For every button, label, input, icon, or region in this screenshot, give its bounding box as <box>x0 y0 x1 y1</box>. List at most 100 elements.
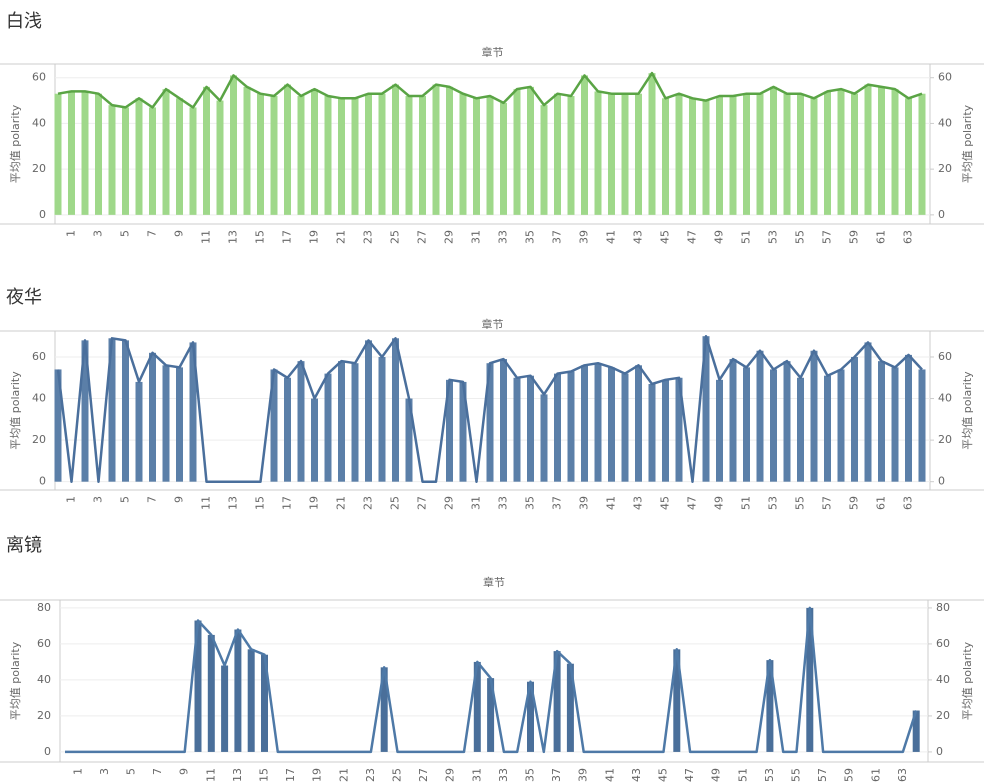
x-tick-label: 55 <box>790 768 803 782</box>
y-tick-label: 60 <box>32 71 46 84</box>
x-tick-label: 63 <box>902 496 915 510</box>
bar <box>635 365 642 482</box>
bar <box>284 377 291 482</box>
bar <box>207 634 215 752</box>
x-axis-title: 章节 <box>483 575 505 589</box>
line <box>56 334 923 483</box>
x-tick-label: 51 <box>740 230 753 244</box>
y2-tick-label: 60 <box>938 71 952 84</box>
bar <box>338 361 345 482</box>
bar <box>918 93 926 215</box>
x-tick-label: 55 <box>794 496 807 510</box>
x-tick-label: 19 <box>311 768 324 782</box>
bar <box>54 369 62 482</box>
bar <box>189 107 197 215</box>
x-tick-label: 17 <box>284 768 297 782</box>
y2-tick-label: 40 <box>936 673 950 686</box>
bar <box>311 398 318 482</box>
x-tick-label: 23 <box>362 230 375 244</box>
x-tick-label: 39 <box>578 496 591 510</box>
y2-tick-label: 60 <box>938 350 952 363</box>
x-tick-label: 17 <box>281 230 294 244</box>
x-tick-label: 63 <box>902 230 915 244</box>
y-tick-label: 60 <box>37 637 51 650</box>
bar <box>297 96 305 215</box>
bar <box>527 86 534 215</box>
x-tick-label: 53 <box>767 230 780 244</box>
bar <box>257 93 264 215</box>
bar <box>567 371 575 482</box>
x-tick-label: 23 <box>364 768 377 782</box>
bar <box>806 607 814 752</box>
bar <box>122 107 129 215</box>
y2-axis-title: 平均值 polarity <box>961 641 974 720</box>
bar <box>527 375 534 482</box>
bar <box>675 377 683 482</box>
bar <box>554 373 561 482</box>
bar <box>702 336 710 482</box>
bar <box>770 369 777 482</box>
x-tick-label: 39 <box>577 768 590 782</box>
x-tick-label: 3 <box>92 496 105 503</box>
x-tick-label: 13 <box>227 496 240 510</box>
bar <box>540 105 548 215</box>
y-axis-title: 平均值 polarity <box>9 104 22 183</box>
bar <box>729 359 737 482</box>
x-tick-label: 37 <box>551 496 564 510</box>
x-tick-label: 25 <box>389 496 402 510</box>
bar <box>162 365 170 482</box>
x-tick-label: 53 <box>763 768 776 782</box>
x-tick-label: 61 <box>875 496 888 510</box>
x-tick-label: 1 <box>65 496 78 503</box>
x-tick-label: 39 <box>578 230 591 244</box>
bar <box>351 363 359 482</box>
bar <box>513 89 521 215</box>
bar <box>553 651 561 752</box>
bar <box>378 93 386 215</box>
y-tick-label: 20 <box>37 709 51 722</box>
x-tick-label: 47 <box>686 496 699 510</box>
bar <box>392 338 399 482</box>
bar <box>743 367 750 482</box>
bar <box>270 96 278 215</box>
x-tick-label: 3 <box>92 230 105 237</box>
y2-tick-label: 0 <box>936 745 943 758</box>
x-tick-label: 27 <box>416 496 429 510</box>
y2-axis-title: 平均值 polarity <box>961 371 974 450</box>
x-tick-label: 51 <box>740 496 753 510</box>
bar <box>486 96 494 215</box>
bar <box>135 98 143 215</box>
y-tick-label: 20 <box>32 162 46 175</box>
x-tick-label: 37 <box>550 768 563 782</box>
x-tick-label: 25 <box>389 230 402 244</box>
x-tick-label: 57 <box>821 496 834 510</box>
bar <box>527 681 534 752</box>
y2-tick-label: 40 <box>938 392 952 405</box>
bar <box>81 91 89 215</box>
bar <box>270 369 278 482</box>
bar <box>864 84 872 215</box>
x-tick-label: 61 <box>875 230 888 244</box>
bar <box>351 98 359 215</box>
y2-tick-label: 20 <box>938 162 952 175</box>
x-tick-label: 9 <box>178 768 191 775</box>
bar <box>459 381 467 482</box>
x-tick-label: 3 <box>98 768 111 775</box>
x-tick-label: 15 <box>254 496 267 510</box>
x-tick-label: 29 <box>443 230 456 244</box>
x-tick-label: 51 <box>736 768 749 782</box>
x-tick-label: 35 <box>524 230 537 244</box>
bar <box>405 398 413 482</box>
bar <box>513 377 521 482</box>
bar <box>500 359 507 482</box>
x-tick-label: 41 <box>605 230 618 244</box>
bar <box>716 379 723 482</box>
y-tick-label: 0 <box>44 745 51 758</box>
bar <box>851 93 858 215</box>
bar <box>419 96 426 215</box>
bar <box>176 98 183 215</box>
y-axis-title: 平均值 polarity <box>9 371 22 450</box>
bar <box>149 107 156 215</box>
bar <box>581 365 588 482</box>
